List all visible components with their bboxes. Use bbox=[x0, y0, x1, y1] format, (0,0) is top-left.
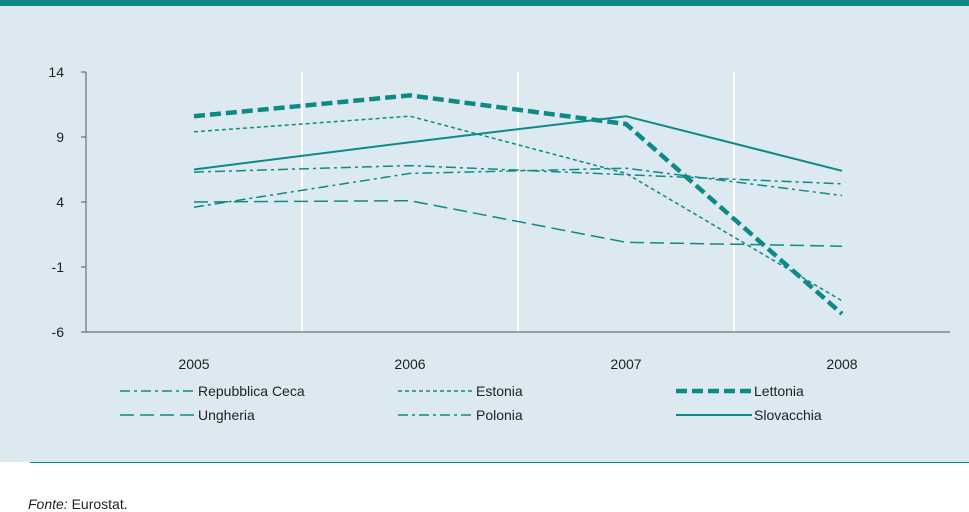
line-chart: 14 9 4 -1 -6 2005 2006 2007 2008 Repubblica Cec… bbox=[48, 64, 950, 423]
legend-label: Polonia bbox=[476, 407, 523, 423]
series-line-ungheria bbox=[193, 199, 843, 247]
series-line-repubblica-ceca bbox=[193, 164, 843, 185]
series-line-slovacchia bbox=[193, 115, 843, 172]
y-tick-label: -6 bbox=[52, 324, 65, 340]
chart-panel bbox=[0, 6, 969, 462]
series-line-polonia bbox=[193, 167, 843, 208]
source-divider bbox=[30, 462, 969, 463]
y-tick-label: 9 bbox=[56, 129, 64, 145]
source-label: Fonte: bbox=[28, 496, 68, 512]
source-text: Eurostat. bbox=[71, 496, 128, 512]
x-tick-label: 2007 bbox=[610, 356, 641, 372]
legend-label: Ungheria bbox=[198, 407, 255, 423]
x-tick-label: 2008 bbox=[826, 356, 857, 372]
y-tick-label: 4 bbox=[56, 194, 64, 210]
top-accent-bar bbox=[0, 0, 969, 6]
series-line-estonia bbox=[193, 115, 843, 302]
source-note: Fonte: Eurostat. bbox=[28, 496, 128, 512]
y-tick-label: 14 bbox=[48, 64, 64, 80]
legend-label: Repubblica Ceca bbox=[198, 383, 305, 399]
legend-label: Estonia bbox=[476, 383, 523, 399]
legend-label: Lettonia bbox=[754, 383, 804, 399]
y-tick-label: -1 bbox=[52, 259, 65, 275]
series-line-lettonia bbox=[193, 93, 844, 316]
x-tick-label: 2005 bbox=[178, 356, 209, 372]
legend-label: Slovacchia bbox=[754, 407, 822, 423]
x-tick-label: 2006 bbox=[394, 356, 425, 372]
